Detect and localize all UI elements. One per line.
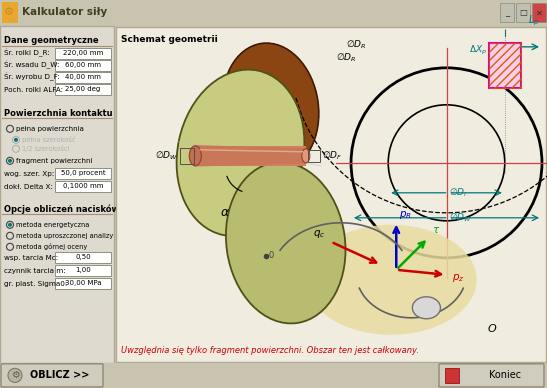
Text: Śr. rolki D_R:: Śr. rolki D_R: xyxy=(4,48,50,57)
Ellipse shape xyxy=(412,297,440,319)
Bar xyxy=(55,84,111,95)
FancyBboxPatch shape xyxy=(532,3,546,22)
Text: $\Delta X_p$: $\Delta X_p$ xyxy=(469,44,487,57)
Text: $\varnothing D_W$: $\varnothing D_W$ xyxy=(155,149,178,162)
Circle shape xyxy=(8,159,12,163)
Text: 60,00 mm: 60,00 mm xyxy=(65,62,101,68)
Text: gr. plast. Sigma0:: gr. plast. Sigma0: xyxy=(4,281,67,287)
Text: 30,00 MPa: 30,00 MPa xyxy=(65,280,101,286)
Bar xyxy=(308,150,320,162)
Text: wog. szer. Xp:: wog. szer. Xp: xyxy=(4,171,54,177)
Text: Schemat geometrii: Schemat geometrii xyxy=(121,35,218,44)
Text: pełna powierzchnia: pełna powierzchnia xyxy=(16,126,84,132)
FancyBboxPatch shape xyxy=(500,3,514,22)
Text: Opcje obliczeń nacisków: Opcje obliczeń nacisków xyxy=(4,205,119,214)
Text: $\varnothing D_i$: $\varnothing D_i$ xyxy=(449,187,467,199)
Text: $\varnothing D_R$: $\varnothing D_R$ xyxy=(336,52,357,64)
Text: $p_z$: $p_z$ xyxy=(451,272,464,284)
Text: pełna szerokość: pełna szerokość xyxy=(22,136,75,143)
Text: Uwzględnia się tylko fragment powierzchni. Obszar ten jest całkowany.: Uwzględnia się tylko fragment powierzchn… xyxy=(121,346,419,355)
FancyBboxPatch shape xyxy=(516,3,530,22)
Text: $\alpha$: $\alpha$ xyxy=(220,206,230,219)
Text: $\varnothing D_W$: $\varnothing D_W$ xyxy=(449,211,472,224)
Text: 0,1000 mm: 0,1000 mm xyxy=(63,183,103,189)
Bar xyxy=(180,148,194,164)
Text: $\tau$: $\tau$ xyxy=(433,225,441,235)
Text: Poch. rolki ALFA:: Poch. rolki ALFA: xyxy=(4,87,63,93)
Text: □: □ xyxy=(519,9,527,17)
Ellipse shape xyxy=(302,149,310,163)
Bar xyxy=(55,181,111,192)
Bar xyxy=(55,168,111,179)
Text: czynnik tarcia m:: czynnik tarcia m: xyxy=(4,268,66,274)
Text: 1,00: 1,00 xyxy=(75,267,91,273)
Text: Śr. wyrobu D_F:: Śr. wyrobu D_F: xyxy=(4,73,60,81)
Ellipse shape xyxy=(306,225,476,335)
Polygon shape xyxy=(2,2,18,23)
Text: wsp. tarcia Mc:: wsp. tarcia Mc: xyxy=(4,255,58,261)
Bar xyxy=(488,43,521,88)
Text: $O$: $O$ xyxy=(487,322,497,334)
Polygon shape xyxy=(195,146,306,166)
Text: metoda górnej oceny: metoda górnej oceny xyxy=(16,243,87,250)
Text: ⚙: ⚙ xyxy=(10,371,19,380)
Ellipse shape xyxy=(223,43,319,173)
Bar xyxy=(55,48,111,59)
Bar xyxy=(55,252,111,263)
Text: OBLICZ >>: OBLICZ >> xyxy=(30,371,90,380)
Text: $\varnothing D_F$: $\varnothing D_F$ xyxy=(322,149,342,162)
Bar xyxy=(55,60,111,71)
Text: $q_c$: $q_c$ xyxy=(313,228,326,240)
Bar xyxy=(488,43,521,88)
Text: $p_R$: $p_R$ xyxy=(399,209,412,221)
Text: Powierzchnia kontaktu: Powierzchnia kontaktu xyxy=(4,109,113,118)
Ellipse shape xyxy=(189,146,201,166)
Text: $L_p$: $L_p$ xyxy=(528,14,539,28)
Text: Dane geometryczne: Dane geometryczne xyxy=(4,36,98,45)
Text: dokł. Delta X:: dokł. Delta X: xyxy=(4,184,53,190)
Text: $\varnothing D_R$: $\varnothing D_R$ xyxy=(346,38,366,51)
FancyBboxPatch shape xyxy=(1,364,103,387)
Text: 25,00 deg: 25,00 deg xyxy=(65,86,101,92)
Text: metoda uproszczonej analizy: metoda uproszczonej analizy xyxy=(16,233,113,239)
Bar xyxy=(55,278,111,289)
Text: _: _ xyxy=(505,9,509,17)
Bar xyxy=(55,72,111,83)
Text: Kalkulator siły: Kalkulator siły xyxy=(22,7,107,17)
Bar xyxy=(195,146,306,166)
Text: 40,00 mm: 40,00 mm xyxy=(65,74,101,80)
Ellipse shape xyxy=(226,162,346,324)
Text: metoda energetyczna: metoda energetyczna xyxy=(16,222,89,228)
Text: 220,00 mm: 220,00 mm xyxy=(63,50,103,56)
Circle shape xyxy=(8,223,12,227)
Text: Koniec: Koniec xyxy=(489,371,521,380)
FancyBboxPatch shape xyxy=(439,364,544,387)
Text: 50,0 procent: 50,0 procent xyxy=(61,170,105,176)
Text: 0,50: 0,50 xyxy=(75,254,91,260)
Ellipse shape xyxy=(177,69,304,236)
Bar xyxy=(55,265,111,276)
Text: Śr. wsadu D_W:: Śr. wsadu D_W: xyxy=(4,61,60,69)
Text: 0: 0 xyxy=(269,251,274,260)
Text: ⚙: ⚙ xyxy=(4,7,14,17)
Text: ✕: ✕ xyxy=(536,9,543,17)
Bar xyxy=(445,368,459,383)
Circle shape xyxy=(14,138,18,142)
Circle shape xyxy=(8,368,22,383)
Text: 1/2 szerokości: 1/2 szerokości xyxy=(22,146,69,152)
Text: fragment powierzchni: fragment powierzchni xyxy=(16,158,92,164)
